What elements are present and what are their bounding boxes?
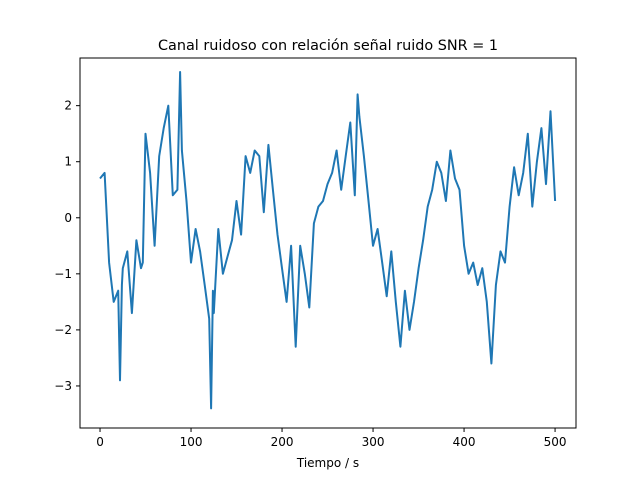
x-axis: 0 100 200 300 400 500 <box>96 428 567 449</box>
y-tick-label: −2 <box>54 323 72 337</box>
y-tick-label: 0 <box>64 211 72 225</box>
plot-area <box>80 58 576 428</box>
x-tick-label: 500 <box>544 435 567 449</box>
x-tick-label: 100 <box>180 435 203 449</box>
y-tick-label: −1 <box>54 267 72 281</box>
x-tick-label: 200 <box>271 435 294 449</box>
series-line <box>99 71 557 410</box>
y-tick-label: −3 <box>54 379 72 393</box>
y-axis: −3 −2 −1 0 1 2 <box>54 99 80 393</box>
x-tick-label: 0 <box>96 435 104 449</box>
series-group <box>99 71 557 410</box>
x-axis-label: Tiempo / s <box>296 456 359 470</box>
x-tick-label: 300 <box>362 435 385 449</box>
y-tick-label: 2 <box>64 99 72 113</box>
y-tick-label: 1 <box>64 155 72 169</box>
chart-title: Canal ruidoso con relación señal ruido S… <box>158 38 498 54</box>
x-tick-label: 400 <box>453 435 476 449</box>
plot-frame <box>79 57 577 429</box>
